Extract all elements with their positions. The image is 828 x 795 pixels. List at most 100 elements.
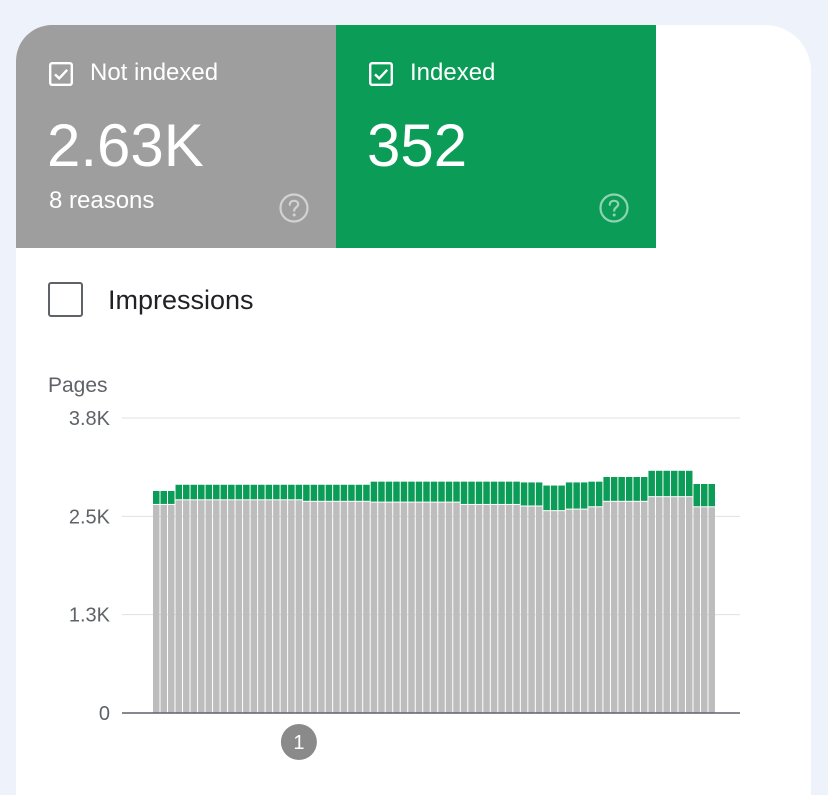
bar-not-indexed[interactable] bbox=[460, 504, 468, 713]
bar-not-indexed[interactable] bbox=[475, 504, 483, 713]
bar-indexed[interactable] bbox=[445, 481, 453, 502]
bar-not-indexed[interactable] bbox=[468, 504, 475, 713]
bar-not-indexed[interactable] bbox=[415, 502, 423, 713]
bar-indexed[interactable] bbox=[295, 484, 303, 500]
bar-not-indexed[interactable] bbox=[160, 504, 168, 713]
bar-not-indexed[interactable] bbox=[685, 497, 693, 713]
bar-not-indexed[interactable] bbox=[573, 509, 580, 713]
annotation-marker[interactable]: 1 bbox=[280, 724, 317, 760]
bar-indexed[interactable] bbox=[588, 481, 595, 507]
bar-not-indexed[interactable] bbox=[363, 501, 370, 713]
bar-not-indexed[interactable] bbox=[295, 500, 303, 713]
bar-not-indexed[interactable] bbox=[618, 501, 625, 713]
bar-not-indexed[interactable] bbox=[258, 500, 265, 713]
bar-not-indexed[interactable] bbox=[318, 501, 325, 713]
bar-indexed[interactable] bbox=[415, 481, 423, 502]
bar-indexed[interactable] bbox=[348, 484, 355, 501]
bar-not-indexed[interactable] bbox=[378, 502, 385, 713]
bar-not-indexed[interactable] bbox=[625, 501, 633, 713]
bar-indexed[interactable] bbox=[693, 483, 700, 507]
bar-indexed[interactable] bbox=[175, 484, 183, 500]
not-indexed-tile[interactable]: Not indexed 2.63K 8 reasons bbox=[16, 25, 336, 248]
bar-not-indexed[interactable] bbox=[243, 500, 250, 713]
bar-indexed[interactable] bbox=[378, 481, 385, 502]
bar-indexed[interactable] bbox=[183, 484, 190, 500]
bar-indexed[interactable] bbox=[655, 470, 663, 497]
annotation-circle[interactable] bbox=[280, 724, 317, 760]
bar-indexed[interactable] bbox=[610, 477, 618, 501]
bar-not-indexed[interactable] bbox=[220, 500, 228, 713]
bar-not-indexed[interactable] bbox=[370, 502, 378, 713]
bar-indexed[interactable] bbox=[423, 481, 430, 502]
bar-not-indexed[interactable] bbox=[333, 501, 340, 713]
bar-not-indexed[interactable] bbox=[265, 500, 273, 713]
bar-indexed[interactable] bbox=[580, 482, 588, 509]
bar-not-indexed[interactable] bbox=[310, 501, 318, 713]
bar-indexed[interactable] bbox=[325, 484, 333, 501]
bar-not-indexed[interactable] bbox=[483, 504, 490, 713]
bar-indexed[interactable] bbox=[333, 484, 340, 501]
bar-not-indexed[interactable] bbox=[288, 500, 295, 713]
bar-not-indexed[interactable] bbox=[663, 497, 670, 713]
bar-not-indexed[interactable] bbox=[355, 501, 363, 713]
bar-not-indexed[interactable] bbox=[528, 506, 535, 714]
bar-indexed[interactable] bbox=[528, 482, 535, 506]
checkbox-checked-icon[interactable] bbox=[49, 62, 73, 86]
bar-indexed[interactable] bbox=[408, 481, 415, 502]
bar-indexed[interactable] bbox=[265, 484, 273, 500]
bar-indexed[interactable] bbox=[595, 481, 603, 507]
bar-not-indexed[interactable] bbox=[423, 502, 430, 713]
bar-not-indexed[interactable] bbox=[183, 500, 190, 713]
bar-not-indexed[interactable] bbox=[655, 497, 663, 713]
bar-not-indexed[interactable] bbox=[588, 507, 595, 713]
bar-not-indexed[interactable] bbox=[400, 502, 408, 713]
bar-indexed[interactable] bbox=[190, 484, 198, 500]
bar-not-indexed[interactable] bbox=[708, 507, 715, 713]
bar-not-indexed[interactable] bbox=[273, 500, 280, 713]
bar-not-indexed[interactable] bbox=[543, 511, 550, 713]
bar-indexed[interactable] bbox=[385, 481, 393, 502]
bar-not-indexed[interactable] bbox=[640, 501, 648, 713]
bar-indexed[interactable] bbox=[633, 477, 640, 501]
bar-indexed[interactable] bbox=[475, 481, 483, 504]
bar-indexed[interactable] bbox=[685, 470, 693, 497]
bar-indexed[interactable] bbox=[550, 485, 558, 511]
bar-not-indexed[interactable] bbox=[348, 501, 355, 713]
bar-not-indexed[interactable] bbox=[168, 504, 175, 713]
bar-not-indexed[interactable] bbox=[693, 507, 700, 713]
bar-not-indexed[interactable] bbox=[535, 506, 543, 714]
checkbox-checked-icon[interactable] bbox=[369, 62, 393, 86]
bar-indexed[interactable] bbox=[708, 483, 715, 507]
bar-not-indexed[interactable] bbox=[303, 501, 310, 713]
bar-not-indexed[interactable] bbox=[393, 502, 400, 713]
bar-not-indexed[interactable] bbox=[430, 502, 438, 713]
indexed-tile[interactable]: Indexed 352 bbox=[336, 25, 656, 248]
bar-not-indexed[interactable] bbox=[603, 501, 610, 713]
bar-indexed[interactable] bbox=[250, 484, 258, 500]
bar-not-indexed[interactable] bbox=[325, 501, 333, 713]
bar-indexed[interactable] bbox=[535, 482, 543, 506]
bar-not-indexed[interactable] bbox=[490, 504, 498, 713]
bar-not-indexed[interactable] bbox=[610, 501, 618, 713]
bar-indexed[interactable] bbox=[520, 482, 528, 506]
checkbox-unchecked-icon[interactable] bbox=[48, 282, 83, 317]
bar-not-indexed[interactable] bbox=[228, 500, 235, 713]
bar-not-indexed[interactable] bbox=[595, 507, 603, 713]
bar-indexed[interactable] bbox=[438, 481, 445, 502]
bar-not-indexed[interactable] bbox=[205, 500, 213, 713]
bar-indexed[interactable] bbox=[565, 482, 573, 509]
bar-not-indexed[interactable] bbox=[235, 500, 243, 713]
bar-indexed[interactable] bbox=[153, 490, 160, 504]
bar-indexed[interactable] bbox=[205, 484, 213, 500]
bar-indexed[interactable] bbox=[573, 482, 580, 509]
bar-indexed[interactable] bbox=[700, 483, 708, 507]
bar-indexed[interactable] bbox=[513, 481, 520, 504]
bar-indexed[interactable] bbox=[430, 481, 438, 502]
bar-indexed[interactable] bbox=[490, 481, 498, 504]
bar-indexed[interactable] bbox=[280, 484, 288, 500]
bar-indexed[interactable] bbox=[670, 470, 678, 497]
bar-indexed[interactable] bbox=[558, 485, 565, 511]
bar-not-indexed[interactable] bbox=[550, 511, 558, 713]
bar-not-indexed[interactable] bbox=[678, 497, 685, 713]
bar-indexed[interactable] bbox=[228, 484, 235, 500]
